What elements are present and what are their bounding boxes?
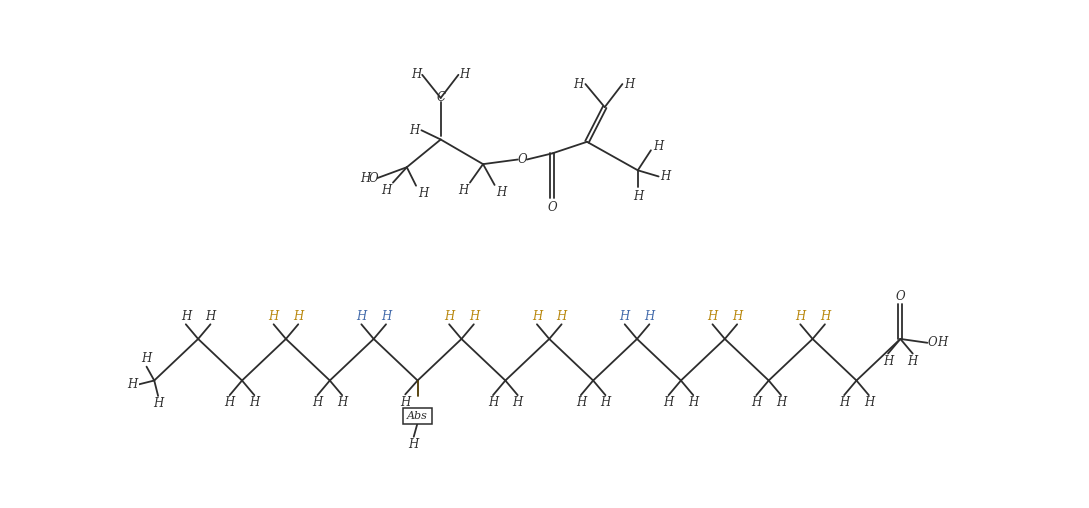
Text: H: H <box>795 310 806 323</box>
Text: H: H <box>708 310 718 323</box>
Text: O: O <box>895 290 905 303</box>
Text: H: H <box>883 355 893 368</box>
Text: H: H <box>381 310 391 323</box>
Text: H: H <box>418 187 428 200</box>
Text: H: H <box>620 310 629 323</box>
Text: H: H <box>624 78 635 90</box>
Text: H: H <box>468 310 479 323</box>
Text: H: H <box>633 190 643 203</box>
Text: H: H <box>142 353 151 365</box>
Text: H: H <box>409 124 419 137</box>
Text: O: O <box>928 336 938 350</box>
Text: C: C <box>437 91 445 105</box>
Text: H: H <box>337 396 347 409</box>
Text: H: H <box>820 310 830 323</box>
Text: H: H <box>249 396 259 409</box>
Text: H: H <box>206 310 216 323</box>
Text: Abs: Abs <box>407 411 428 421</box>
Text: H: H <box>408 438 419 451</box>
Text: H: H <box>460 68 469 81</box>
Text: H: H <box>457 184 468 197</box>
Text: H: H <box>293 310 304 323</box>
Text: H: H <box>688 396 698 409</box>
Text: H: H <box>556 310 566 323</box>
Text: H: H <box>360 172 370 184</box>
Text: H: H <box>864 396 874 409</box>
FancyBboxPatch shape <box>403 408 432 424</box>
Text: H: H <box>224 396 235 409</box>
Text: H: H <box>313 396 322 409</box>
Text: O: O <box>548 201 558 214</box>
Text: H: H <box>576 396 586 409</box>
Text: H: H <box>839 396 849 409</box>
Text: O: O <box>517 153 527 166</box>
Text: H: H <box>381 184 391 197</box>
Text: H: H <box>152 397 163 410</box>
Text: H: H <box>574 78 584 90</box>
Text: H: H <box>645 310 654 323</box>
Text: H: H <box>181 310 191 323</box>
Text: H: H <box>751 396 761 409</box>
Text: H: H <box>907 355 918 368</box>
Text: H: H <box>937 336 947 350</box>
Text: H: H <box>775 396 786 409</box>
Text: H: H <box>732 310 743 323</box>
Text: H: H <box>652 140 663 153</box>
Text: H: H <box>513 396 523 409</box>
Text: H: H <box>600 396 611 409</box>
Text: H: H <box>663 396 674 409</box>
Text: H: H <box>444 310 454 323</box>
Text: H: H <box>531 310 542 323</box>
Text: O: O <box>369 172 379 184</box>
Text: H: H <box>660 170 671 183</box>
Text: H: H <box>411 68 421 81</box>
Text: H: H <box>356 310 367 323</box>
Text: H: H <box>126 378 137 391</box>
Text: H: H <box>269 310 279 323</box>
Text: H: H <box>400 396 411 408</box>
Text: H: H <box>488 396 498 409</box>
Text: H: H <box>497 186 506 199</box>
